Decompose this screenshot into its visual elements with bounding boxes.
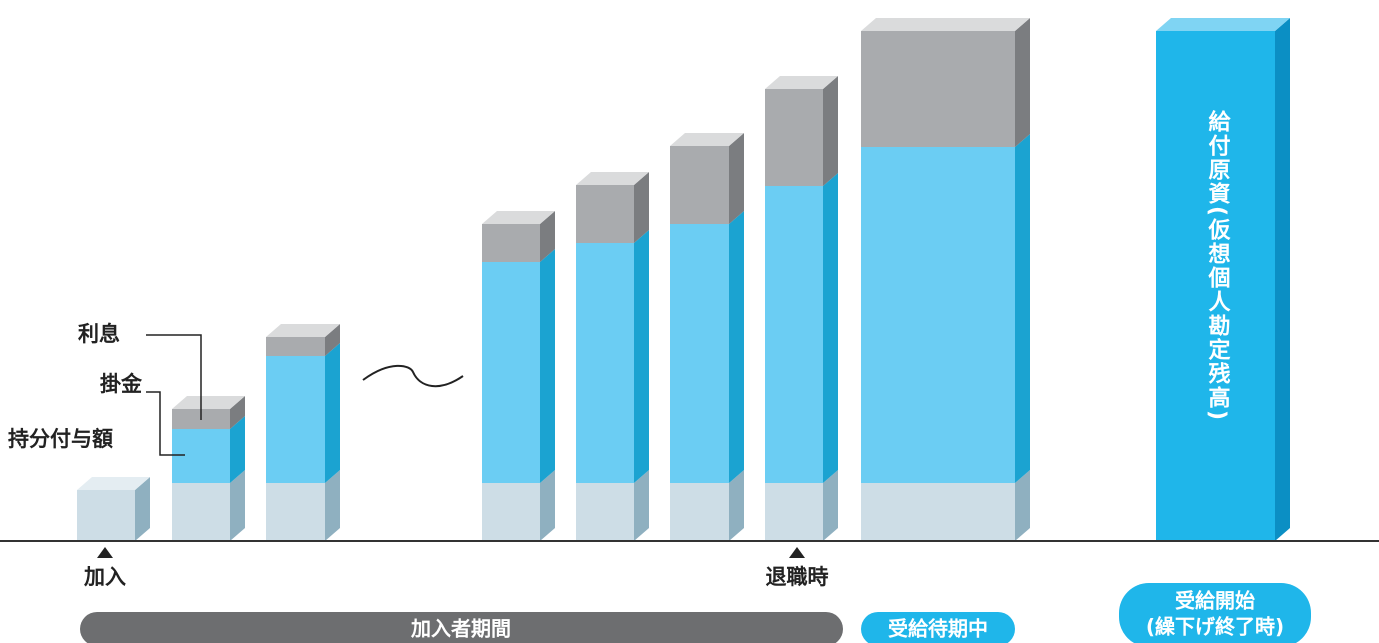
bar-top	[670, 133, 744, 146]
bar-front	[765, 186, 823, 483]
bar-front	[266, 337, 325, 356]
legend-interest: 利息	[78, 322, 120, 346]
period-pill	[1119, 583, 1311, 643]
bar-side	[1015, 18, 1030, 147]
bar-top	[266, 324, 340, 337]
bar-side	[823, 470, 838, 541]
bar-front	[576, 483, 634, 541]
bar-side	[634, 230, 649, 483]
bar-side	[325, 470, 340, 541]
bar-side	[634, 470, 649, 541]
bar-front	[77, 490, 135, 541]
bar-front	[670, 483, 729, 541]
bar-side	[1275, 18, 1290, 541]
bar-side	[823, 173, 838, 483]
leader-line	[146, 391, 185, 456]
marker-join: 加入	[83, 565, 126, 589]
bars	[77, 18, 1290, 541]
bar-front	[266, 483, 325, 541]
period-start-note: (繰下げ終了時)	[1146, 615, 1284, 639]
legend-allocation: 持分付与額	[8, 427, 113, 451]
bar-side	[325, 343, 340, 483]
bar-side	[540, 249, 555, 483]
bar-front	[172, 429, 230, 483]
bar-front	[1156, 31, 1275, 541]
bar-side	[823, 76, 838, 186]
bar-label: 給付原資(仮想個人勘定残高)	[1205, 109, 1232, 422]
bar-side	[1015, 134, 1030, 483]
bar-side	[325, 324, 340, 356]
bar-front	[482, 483, 540, 541]
bar-front	[765, 483, 823, 541]
bar-front	[670, 224, 729, 483]
marker-triangle	[789, 547, 805, 558]
leader-line	[146, 334, 202, 420]
bar-front	[482, 262, 540, 483]
bar-side	[230, 470, 245, 541]
period-start: 受給開始	[1175, 589, 1255, 613]
omission-mark	[362, 364, 464, 388]
bar-top	[172, 396, 245, 409]
bar-side	[540, 470, 555, 541]
bar-front	[172, 483, 230, 541]
bar-side	[230, 416, 245, 483]
bar-side	[230, 396, 245, 429]
bar-front	[670, 146, 729, 224]
bar-top	[576, 172, 649, 185]
bar-side	[729, 470, 744, 541]
bar-top	[765, 76, 838, 89]
bar-side	[135, 477, 150, 541]
bar-front	[861, 147, 1015, 483]
period-pill	[861, 612, 1015, 643]
bar-front	[765, 89, 823, 186]
bar-side	[729, 133, 744, 224]
bar-top	[1156, 18, 1290, 31]
period-waiting: 受給待期中	[888, 617, 988, 641]
bar-front	[861, 31, 1015, 147]
bar-side	[1015, 470, 1030, 541]
bar-front	[576, 185, 634, 243]
bar-side	[540, 211, 555, 262]
period-member: 加入者期間	[410, 617, 511, 641]
marker-retire: 退職時	[766, 565, 829, 589]
bar-side	[729, 211, 744, 483]
legend-contribution: 掛金	[100, 372, 143, 396]
bar-front	[861, 483, 1015, 541]
bar-top	[77, 477, 150, 490]
bar-front	[482, 224, 540, 262]
bar-front	[576, 243, 634, 483]
period-pill	[80, 612, 843, 643]
marker-triangle	[97, 547, 113, 558]
bar-side	[634, 172, 649, 243]
bar-front	[266, 356, 325, 483]
bar-top	[482, 211, 555, 224]
bar-top	[861, 18, 1030, 31]
